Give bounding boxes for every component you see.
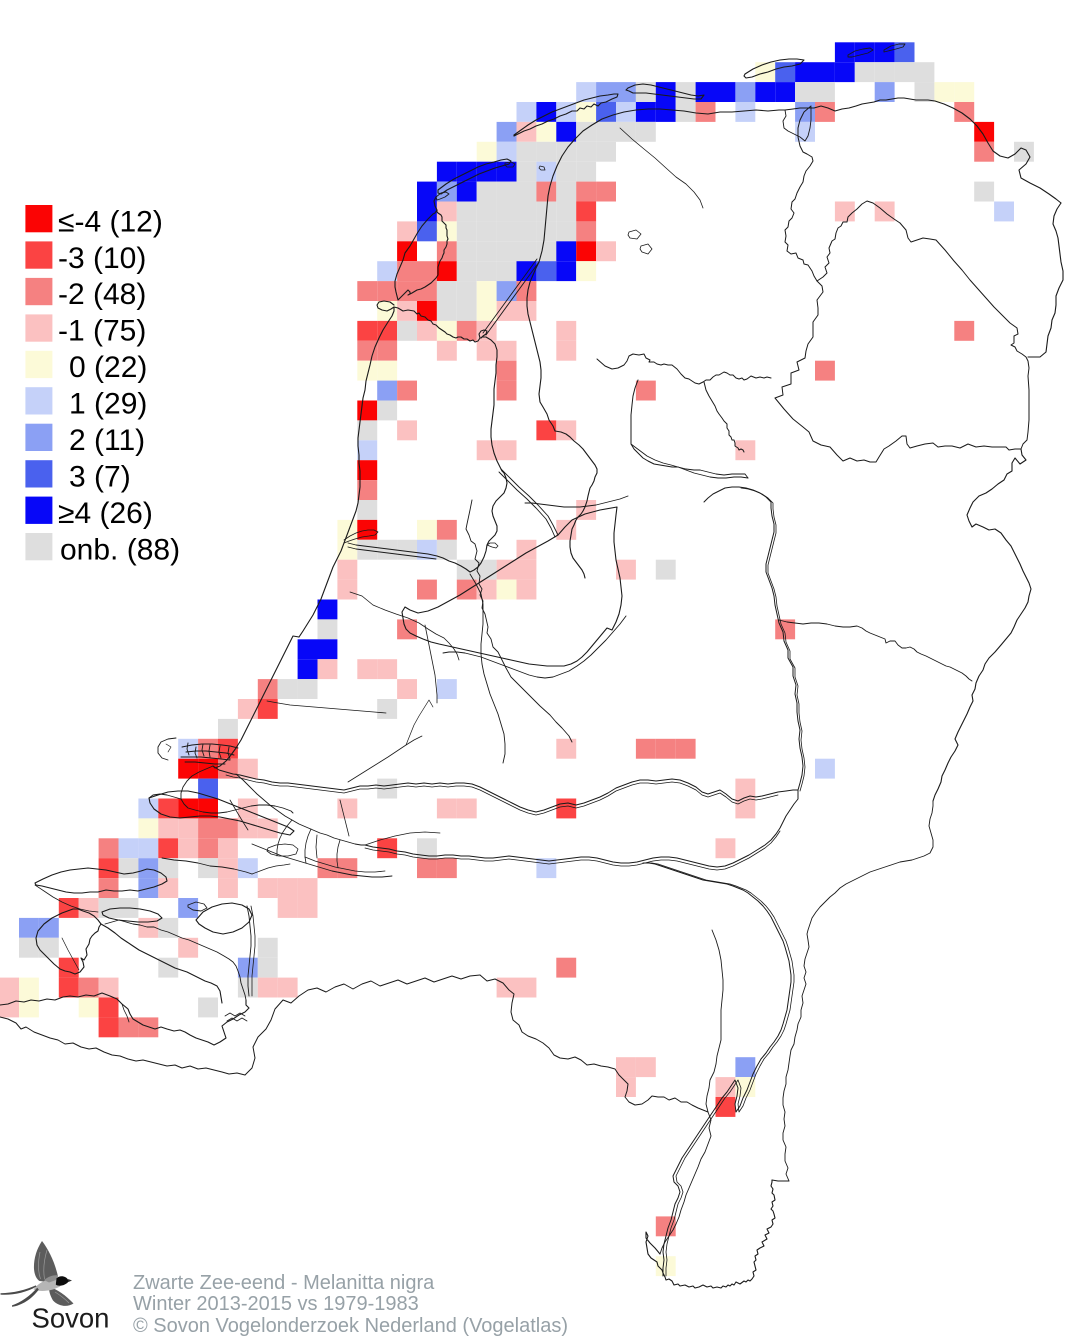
svg-text:3 (7): 3 (7): [69, 461, 131, 494]
svg-text:onb. (88): onb. (88): [60, 533, 180, 566]
svg-text:© Sovon Vogelonderzoek Nederla: © Sovon Vogelonderzoek Nederland (Vogela…: [133, 1315, 568, 1337]
svg-text:Zwarte Zee-eend - Melanitta ni: Zwarte Zee-eend - Melanitta nigra: [133, 1272, 435, 1294]
svg-text:1 (29): 1 (29): [69, 388, 147, 421]
svg-text:2 (11): 2 (11): [69, 424, 145, 457]
svg-text:≥4 (26): ≥4 (26): [58, 497, 153, 530]
svg-text:-1 (75): -1 (75): [58, 315, 146, 348]
svg-text:0 (22): 0 (22): [69, 351, 147, 384]
svg-text:Winter 2013-2015 vs 1979-1983: Winter 2013-2015 vs 1979-1983: [133, 1293, 419, 1315]
svg-text:Sovon: Sovon: [32, 1303, 110, 1334]
svg-text:-3 (10): -3 (10): [58, 242, 146, 275]
svg-text:-2 (48): -2 (48): [58, 278, 146, 311]
svg-text:≤-4 (12): ≤-4 (12): [58, 205, 163, 238]
